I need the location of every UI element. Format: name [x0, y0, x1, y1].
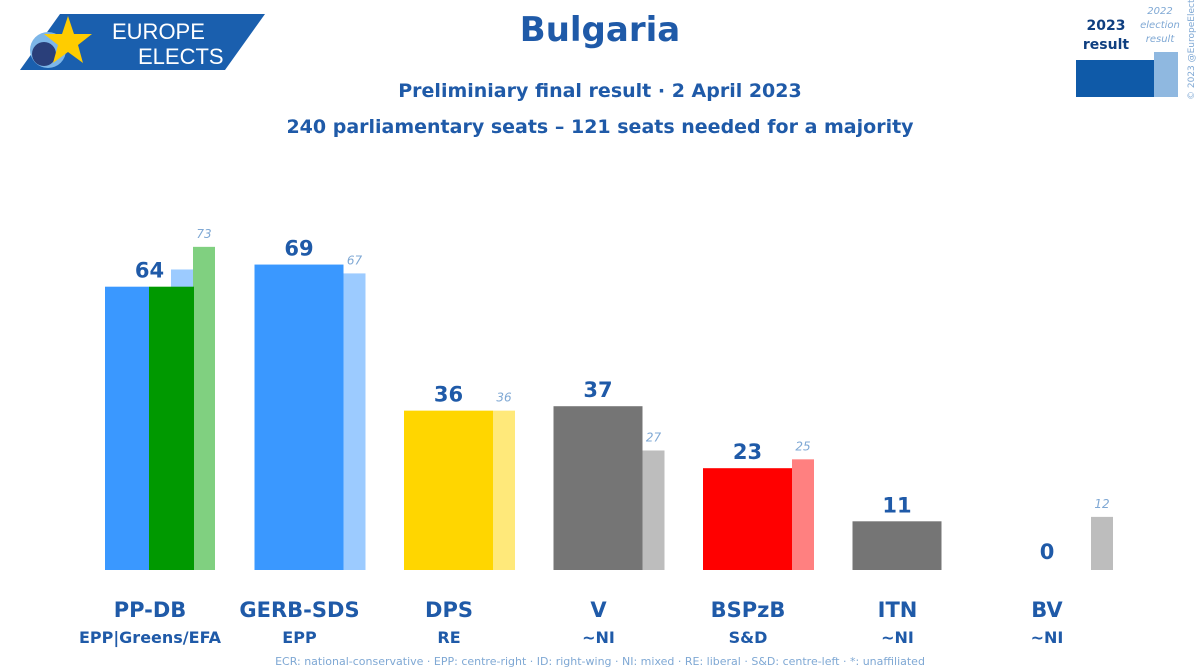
legend-swatch-2022 — [1154, 52, 1178, 97]
party-name-v: V — [590, 598, 607, 622]
logo-line2: ELECTS — [138, 44, 224, 69]
label-2023-v: 37 — [583, 378, 612, 402]
label-2022-bv: 12 — [1094, 497, 1109, 511]
chart-subtitle: Preliminiary final result · 2 April 2023 — [398, 80, 802, 102]
party-name-pp-db: PP-DB — [114, 598, 187, 622]
label-2023-pp-db: 64 — [135, 259, 164, 283]
party-group-bspzb: S&D — [729, 628, 768, 647]
label-2022-v: 27 — [646, 430, 662, 444]
party-name-bv: BV — [1031, 598, 1063, 622]
bar-2023-pp-db-b — [149, 286, 194, 570]
bar-2022-gerb-sds — [343, 273, 366, 570]
party-group-dps: RE — [437, 628, 460, 647]
bar-2023-gerb-sds — [254, 264, 344, 570]
party-name-gerb-sds: GERB-SDS — [239, 598, 359, 622]
party-group-pp-db: EPP|Greens/EFA — [79, 628, 222, 648]
bar-2022-pp-db-b — [193, 246, 215, 570]
legend: 2023 result 2022 election result © 2023 … — [1076, 0, 1197, 100]
label-2023-bspzb: 23 — [733, 440, 762, 464]
party-name-itn: ITN — [878, 598, 918, 622]
chart-title: Bulgaria — [519, 10, 681, 50]
seats-note: 240 parliamentary seats – 121 seats need… — [286, 116, 914, 138]
label-2023-dps: 36 — [434, 383, 463, 407]
party-group-gerb-sds: EPP — [282, 628, 317, 647]
label-2023-itn: 11 — [882, 493, 911, 517]
label-2022-gerb-sds: 67 — [347, 253, 363, 267]
label-2022-bspzb: 25 — [795, 439, 810, 453]
label-2023-gerb-sds: 69 — [284, 237, 313, 261]
copyright: © 2023 @EuropeElects — [1187, 0, 1197, 100]
bar-2022-dps — [493, 410, 515, 570]
legend-2023-label: result — [1083, 37, 1129, 53]
star-icon — [44, 16, 92, 63]
legend-2022-year: 2022 — [1147, 6, 1172, 17]
bar-2023-pp-db-a — [105, 286, 149, 570]
bar-2023-itn — [852, 521, 942, 570]
footer-legend: ECR: national-conservative · EPP: centre… — [275, 655, 925, 668]
bar-2023-dps — [404, 410, 493, 570]
party-name-dps: DPS — [425, 598, 473, 622]
party-group-bv: ~NI — [1031, 628, 1064, 647]
party-name-bspzb: BSPzB — [711, 598, 786, 622]
europe-elects-logo: EUROPE ELECTS — [20, 14, 265, 70]
logo-line1: EUROPE — [112, 19, 205, 44]
legend-2022-label-1: election — [1140, 20, 1180, 31]
bar-2022-bspzb — [792, 459, 814, 570]
legend-2023-year: 2023 — [1087, 18, 1126, 34]
bar-2023-bspzb — [703, 468, 792, 570]
party-group-itn: ~NI — [881, 628, 914, 647]
bar-2022-bv — [1091, 516, 1113, 570]
party-group-v: ~NI — [582, 628, 615, 647]
legend-2022-label-2: result — [1146, 34, 1176, 45]
bar-2023-v — [553, 406, 643, 570]
legend-swatch-2023 — [1076, 60, 1154, 97]
label-2023-bv: 0 — [1040, 540, 1055, 564]
label-2022-dps: 36 — [496, 391, 512, 405]
label-2022-pp-db: 73 — [196, 227, 211, 241]
bar-2022-v — [642, 450, 665, 570]
